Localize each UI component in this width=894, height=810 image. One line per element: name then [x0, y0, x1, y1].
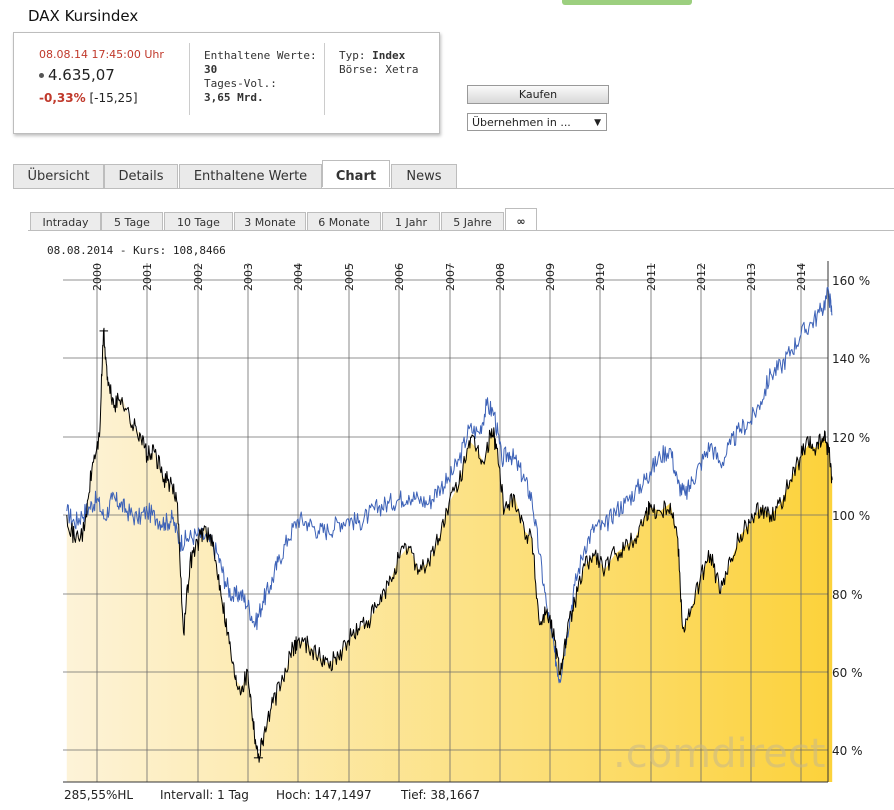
- range-5-days[interactable]: 5 Tage: [101, 212, 163, 231]
- series-blue-line: [66, 286, 833, 684]
- range-6-months[interactable]: 6 Monate: [307, 212, 381, 231]
- type-row: Typ: Index: [339, 49, 419, 63]
- y-tick-label: 120 %: [832, 431, 870, 445]
- volume-value: 3,65 Mrd.: [204, 91, 264, 104]
- quote-change-row: -0,33% [-15,25]: [39, 91, 164, 105]
- dax-chart: .comdirect 160 % 140 % 120 % 100 % 80 % 60 % 40…: [63, 261, 870, 783]
- tab-news[interactable]: News: [391, 164, 457, 188]
- bullet-icon: [39, 73, 44, 78]
- range-1-year[interactable]: 1 Jahr: [382, 212, 440, 231]
- constituents-label: Enthaltene Werte:: [204, 49, 317, 62]
- y-tick-label: 160 %: [832, 274, 870, 288]
- footer-low: Tief: 38,1667: [401, 788, 480, 802]
- x-tick-label: 2013: [745, 263, 758, 291]
- quote-primary: 08.08.14 17:45:00 Uhr 4.635,07 -0,33% [-…: [39, 48, 164, 105]
- y-tick-label: 80 %: [832, 588, 863, 602]
- tab-details[interactable]: Details: [104, 164, 178, 188]
- y-tick-label: 100 %: [832, 509, 870, 523]
- quote-price-row: 4.635,07: [39, 66, 164, 84]
- buy-button[interactable]: Kaufen: [467, 85, 609, 104]
- series-area-fill: [66, 330, 833, 782]
- range-3-months[interactable]: 3 Monate: [234, 212, 306, 231]
- quote-meta: Typ: Index Börse: Xetra: [339, 49, 419, 77]
- dropdown-arrow-icon: ▼: [594, 118, 601, 128]
- x-tick-label: 2004: [292, 263, 305, 291]
- divider: [324, 43, 325, 115]
- quote-price: 4.635,07: [48, 66, 115, 84]
- x-tick-label: 2002: [192, 263, 205, 291]
- quote-card: 08.08.14 17:45:00 Uhr 4.635,07 -0,33% [-…: [13, 32, 440, 134]
- series-black-line: [66, 327, 833, 763]
- x-tick-label: 2008: [494, 263, 507, 291]
- page-title: DAX Kursindex: [28, 7, 139, 25]
- range-max[interactable]: ∞: [505, 208, 537, 231]
- x-tick-label: 2006: [393, 263, 406, 291]
- y-tick-label: 40 %: [832, 744, 863, 758]
- footer-high: Hoch: 147,1497: [276, 788, 372, 802]
- y-tick-label: 60 %: [832, 666, 863, 680]
- tab-baseline: [13, 188, 894, 189]
- range-10-days[interactable]: 10 Tage: [164, 212, 233, 231]
- type-value: Index: [372, 49, 406, 62]
- x-tick-label: 2010: [594, 263, 607, 291]
- x-tick-label: 2014: [795, 263, 808, 291]
- footer-interval: Intervall: 1 Tag: [160, 788, 249, 802]
- footer-hl: 285,55%HL: [64, 788, 134, 802]
- y-tick-label: 140 %: [832, 352, 870, 366]
- kurs-line: 08.08.2014 - Kurs: 108,8466: [47, 244, 226, 257]
- range-intraday[interactable]: Intraday: [30, 212, 101, 231]
- adopt-select[interactable]: Übernehmen in ... ▼: [467, 113, 607, 131]
- x-tick-label: 2003: [242, 263, 255, 291]
- quote-change-pct: -0,33%: [39, 91, 86, 105]
- x-tick-label: 2007: [444, 263, 457, 291]
- exchange-row: Börse: Xetra: [339, 63, 419, 77]
- x-tick-label: 2012: [695, 263, 708, 291]
- exchange-label: Börse:: [339, 63, 379, 76]
- range-baseline: [28, 230, 894, 231]
- tab-chart[interactable]: Chart: [322, 160, 390, 187]
- tab-constituents[interactable]: Enthaltene Werte: [179, 164, 322, 188]
- constituents-value: 30: [204, 63, 218, 76]
- type-label: Typ:: [339, 49, 366, 62]
- range-5-years[interactable]: 5 Jahre: [441, 212, 504, 231]
- quote-change-abs: [-15,25]: [89, 91, 138, 105]
- tab-overview[interactable]: Übersicht: [13, 164, 104, 188]
- top-accent-bar: [562, 0, 692, 5]
- adopt-select-value: Übernehmen in ...: [472, 116, 571, 129]
- quote-details: Enthaltene Werte: 30 Tages-Vol.: 3,65 Mr…: [204, 49, 317, 105]
- x-tick-label: 2000: [91, 263, 104, 291]
- watermark-logo: .comdirect: [613, 731, 826, 777]
- exchange-value: Xetra: [385, 63, 419, 76]
- volume-label: Tages-Vol.:: [204, 77, 277, 90]
- x-tick-label: 2009: [544, 263, 557, 291]
- x-tick-label: 2001: [141, 263, 154, 291]
- x-tick-label: 2005: [343, 263, 356, 291]
- x-tick-label: 2011: [645, 263, 658, 291]
- quote-datetime: 08.08.14 17:45:00 Uhr: [39, 48, 164, 61]
- divider: [189, 43, 190, 115]
